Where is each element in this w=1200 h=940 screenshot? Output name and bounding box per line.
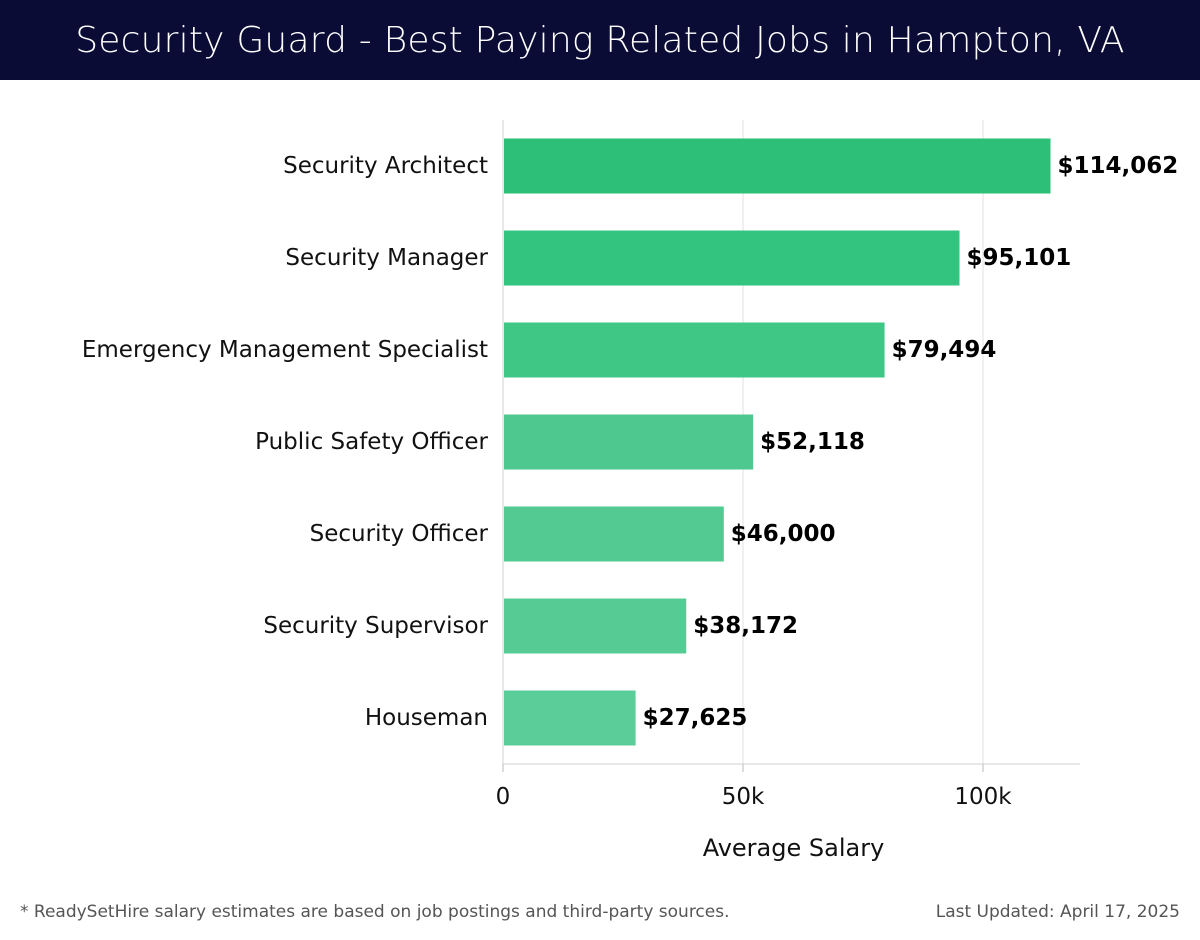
category-label: Public Safety Officer [255,429,488,455]
chart-title: Security Guard - Best Paying Related Job… [75,19,1125,61]
category-label: Security Officer [310,521,489,547]
footnote: * ReadySetHire salary estimates are base… [20,902,730,922]
last-updated: Last Updated: April 17, 2025 [935,902,1180,922]
bar [504,598,687,654]
bar [504,506,724,562]
value-label: $114,062 [1057,153,1178,179]
value-label: $46,000 [731,521,836,547]
value-label: $27,625 [643,705,748,731]
value-label: $95,101 [966,245,1071,271]
bar [504,690,636,746]
bar [504,322,885,378]
category-label: Security Architect [283,153,488,179]
value-label: $52,118 [760,429,865,455]
category-label: Houseman [365,705,488,731]
title-banner: Security Guard - Best Paying Related Job… [0,0,1200,80]
value-label: $79,494 [892,337,997,363]
x-tick-label: 50k [722,784,765,810]
category-label: Security Supervisor [263,613,488,639]
x-axis-label: Average Salary [703,834,885,862]
category-label: Emergency Management Specialist [82,337,488,363]
value-label: $38,172 [693,613,798,639]
bar [504,138,1051,194]
bar [504,414,754,470]
category-label: Security Manager [285,245,488,271]
x-tick-label: 0 [496,784,511,810]
bar [504,230,960,286]
x-tick-label: 100k [954,784,1012,810]
